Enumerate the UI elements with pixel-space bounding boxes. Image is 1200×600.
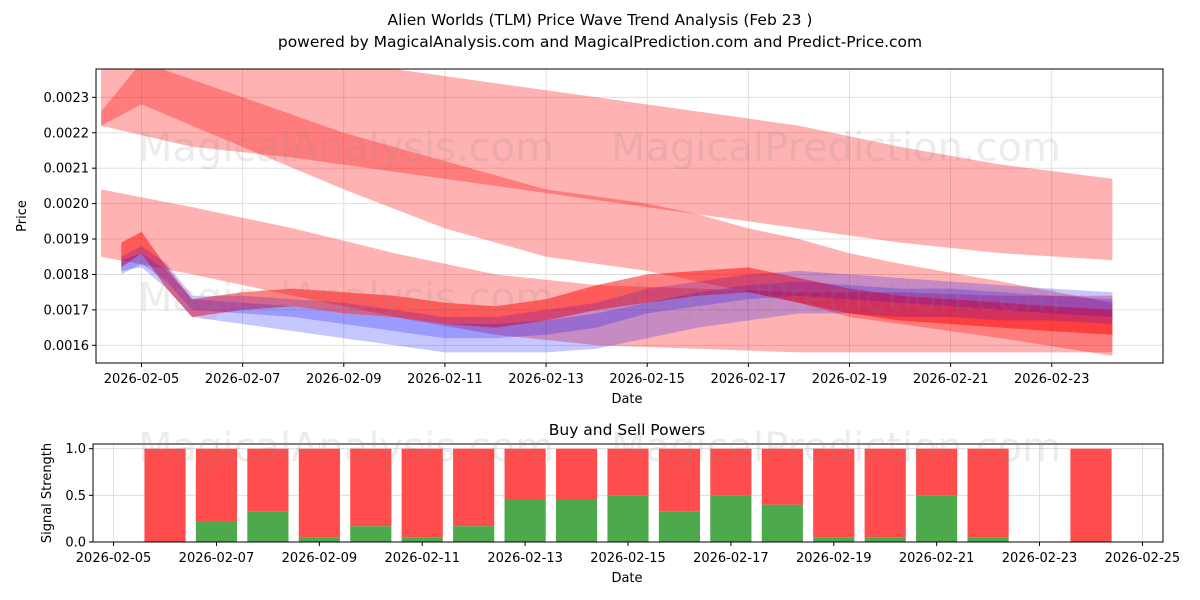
watermark-analysis-top: MagicalAnalysis.com: [138, 125, 554, 171]
sell-bar: [453, 448, 495, 527]
price-bands: [101, 69, 1113, 356]
signal-x-tick-label: 2026-02-09: [282, 551, 358, 566]
price-x-axis-label: Date: [611, 392, 642, 407]
buy-bar: [298, 537, 340, 542]
price-x-tick-label: 2026-02-17: [711, 372, 787, 387]
price-x-tick-label: 2026-02-09: [306, 372, 382, 387]
price-plot-frame: [95, 68, 1164, 364]
sell-bar: [864, 448, 906, 538]
signal-x-tick-label: 2026-02-17: [693, 551, 769, 566]
signal-y-axis-label: Signal Strength: [40, 443, 55, 543]
signal-x-tick-label: 2026-02-21: [899, 551, 975, 566]
buy-bar: [710, 495, 752, 542]
watermark-prediction-mid: MagicalPrediction.com: [611, 275, 1061, 321]
sell-bar: [247, 448, 289, 512]
price-y-axis: 0.0016 0.0017 0.0018 0.0019 0.0020 0.0021 0.00…: [44, 91, 96, 354]
price-y-tick-label: 0.0019: [44, 233, 90, 248]
price-y-tick-label: 0.0022: [44, 126, 90, 141]
signal-x-axis-label: Date: [611, 571, 642, 586]
blue-wave-band: [121, 253, 1113, 353]
price-y-tick-label: 0.0021: [44, 162, 90, 177]
sell-bar: [916, 448, 958, 496]
buy-bar: [350, 526, 392, 542]
price-y-tick-label: 0.0020: [44, 197, 90, 212]
red-wave-band: [121, 231, 1113, 335]
price-x-tick-label: 2026-02-07: [205, 372, 281, 387]
buy-bar: [916, 495, 958, 542]
buy-bar: [453, 526, 495, 542]
price-y-tick-label: 0.0023: [44, 91, 90, 106]
signal-x-tick-label: 2026-02-11: [384, 551, 460, 566]
buy-bar: [967, 537, 1009, 542]
sell-bar: [195, 448, 238, 522]
watermark-prediction-bottom: MagicalPrediction.com: [611, 425, 1061, 471]
buy-bar: [813, 537, 855, 542]
sell-bar: [813, 448, 855, 538]
buy-bar: [555, 500, 598, 542]
watermark-analysis-mid: MagicalAnalysis.com: [138, 275, 554, 321]
price-grid: [96, 69, 1163, 363]
red-wave-band: [101, 69, 1113, 261]
watermark-prediction-top: MagicalPrediction.com: [611, 125, 1061, 171]
buy-bar: [607, 495, 649, 542]
sell-bar: [761, 448, 803, 505]
signal-x-tick-label: 2026-02-15: [590, 551, 666, 566]
signal-x-tick-label: 2026-02-07: [179, 551, 255, 566]
sell-bar: [555, 448, 598, 500]
signal-y-axis: 0.0 0.5 1.0: [65, 442, 93, 551]
buy-bar: [504, 500, 546, 542]
buy-bar: [401, 537, 443, 542]
price-y-tick-label: 0.0017: [44, 303, 90, 318]
price-x-tick-label: 2026-02-11: [407, 372, 483, 387]
sell-bar: [504, 448, 546, 500]
signal-y-tick-label: 0.5: [65, 489, 86, 504]
buy-bar: [761, 504, 803, 542]
signal-x-tick-label: 2026-02-13: [487, 551, 563, 566]
signal-y-tick-label: 1.0: [65, 442, 86, 457]
signal-y-tick-label: 0.0: [65, 536, 86, 551]
price-x-tick-label: 2026-02-19: [812, 372, 888, 387]
signal-chart-title: Buy and Sell Powers: [549, 421, 706, 439]
price-x-tick-label: 2026-02-23: [1014, 372, 1090, 387]
signal-x-tick-label: 2026-02-25: [1105, 551, 1181, 566]
blue-wave-band: [121, 246, 1113, 339]
signal-bars: [144, 448, 1112, 542]
sell-bar: [298, 448, 340, 538]
chart-subtitle: powered by MagicalAnalysis.com and Magic…: [278, 33, 922, 51]
buy-bar: [658, 511, 701, 542]
watermark-analysis-bottom: MagicalAnalysis.com: [138, 425, 554, 471]
sell-bar: [1070, 448, 1112, 542]
red-wave-core: [121, 231, 1113, 335]
red-wave-band: [101, 189, 1113, 353]
price-x-axis: 2026-02-05 2026-02-07 2026-02-09 2026-02-11…: [104, 363, 1090, 387]
signal-x-axis: 2026-02-05 2026-02-07 2026-02-09 2026-02-11…: [76, 542, 1180, 566]
sell-bar: [967, 448, 1009, 538]
price-x-tick-label: 2026-02-13: [508, 372, 584, 387]
price-y-axis-label: Price: [15, 200, 30, 232]
sell-bar: [710, 448, 752, 496]
sell-bar: [607, 448, 649, 496]
sell-bar: [350, 448, 392, 527]
buy-bar: [247, 511, 289, 542]
sell-bar: [401, 448, 443, 538]
price-x-tick-label: 2026-02-15: [609, 372, 685, 387]
signal-x-tick-label: 2026-02-19: [796, 551, 872, 566]
signal-x-tick-label: 2026-02-23: [1002, 551, 1078, 566]
chart-title: Alien Worlds (TLM) Price Wave Trend Anal…: [388, 11, 813, 29]
red-wave-band: [101, 69, 1113, 356]
price-y-tick-label: 0.0018: [44, 268, 90, 283]
price-y-tick-label: 0.0016: [44, 339, 90, 354]
sell-bar: [658, 448, 701, 512]
signal-x-tick-label: 2026-02-05: [76, 551, 152, 566]
sell-bar: [144, 448, 186, 542]
buy-bar: [864, 537, 906, 542]
price-x-tick-label: 2026-02-21: [913, 372, 989, 387]
price-x-tick-label: 2026-02-05: [104, 372, 180, 387]
buy-bar: [195, 521, 238, 542]
